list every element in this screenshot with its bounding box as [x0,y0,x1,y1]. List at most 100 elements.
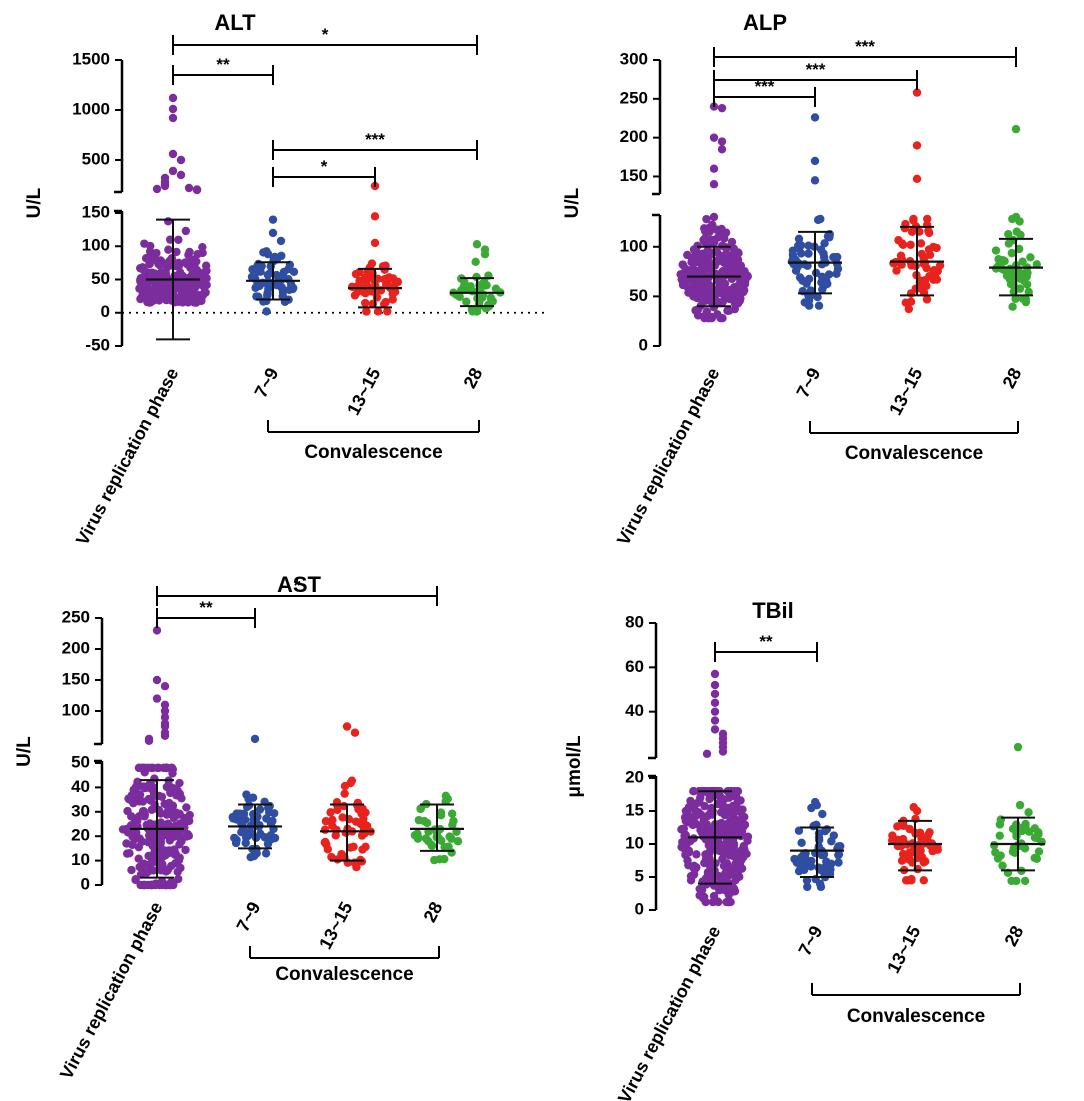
data-point [677,275,686,284]
data-point [352,282,362,291]
data-point [819,253,829,262]
data-point [1004,230,1013,239]
data-point [1011,212,1021,222]
significance-label: * [322,25,329,44]
data-point [1020,876,1030,886]
data-point [897,239,907,248]
y-tick-label: 50 [91,269,110,288]
data-point [716,847,725,856]
data-point [165,836,175,845]
data-point [471,307,481,316]
y-tick-label: 150 [62,669,90,688]
data-point [803,882,812,892]
data-point [362,307,371,316]
data-point [716,314,725,323]
group-label: Convalescence [304,442,442,463]
data-point [152,626,162,635]
data-point [255,805,265,814]
data-point [352,862,361,872]
series-28 [410,791,464,865]
data-point [183,296,193,306]
data-point [172,247,181,257]
data-point [149,866,158,875]
data-point [333,855,342,864]
data-point [822,825,832,834]
data-point [719,795,729,804]
y-tick-label: 150 [620,166,648,185]
x-category-label: Virus replication phase [613,364,723,548]
data-point [925,250,935,260]
significance-bracket: ** [172,55,274,85]
data-point [127,865,136,875]
significance-bracket: * [272,157,376,187]
data-point [742,849,751,859]
data-point [182,803,191,812]
x-category-label: 28 [998,364,1025,391]
significance-bracket: *** [272,130,478,160]
data-point [710,725,720,734]
data-point [248,793,258,802]
series-13-15 [887,803,942,885]
data-point [1012,227,1021,236]
data-point [160,181,170,191]
data-point [176,170,186,180]
data-point [1012,829,1021,838]
data-point [151,290,161,299]
data-point [176,155,186,165]
data-point [998,256,1007,265]
data-point [152,675,162,685]
x-category-label: 13~15 [343,364,384,418]
chart-title: AST [277,572,322,597]
data-point [989,841,999,850]
data-point [737,855,746,865]
data-point [706,808,715,817]
data-point [804,296,814,305]
series-virus-replication-phase [135,93,211,341]
y-tick-label: 10 [71,850,90,869]
chart-panel-alp: ALP 0 50 100 150 200 250 300 U/L *** *** *** Virus r… [562,10,1043,548]
data-point [804,249,813,258]
data-point [128,832,137,842]
data-point [1018,257,1027,266]
data-point [171,808,181,817]
data-point [929,266,939,275]
data-point [168,104,178,114]
data-point [277,251,286,261]
y-tick-label: 40 [71,777,90,796]
data-point [827,837,836,846]
data-point [829,253,838,262]
data-point [181,845,190,855]
data-point [269,254,279,263]
data-point [135,862,144,872]
data-point [272,270,281,280]
data-point [690,281,699,290]
y-tick-label: 200 [620,127,648,146]
chart-title: TBil [752,598,794,623]
data-point [702,214,711,224]
data-point [715,285,724,294]
data-point [912,174,922,183]
data-point [907,227,917,236]
data-point [160,799,169,809]
data-point [827,859,836,869]
data-point [893,822,902,831]
data-point [705,227,714,237]
data-point [143,880,153,890]
y-tick-label: 500 [82,149,110,168]
data-point [912,141,922,150]
data-point [479,281,489,290]
x-category-label: 13~15 [885,364,926,418]
data-point [736,796,745,805]
y-tick-label: 15 [625,800,644,819]
data-point [155,261,165,270]
data-point [727,237,737,247]
data-point [1011,294,1020,303]
data-point [725,886,735,896]
data-point [412,831,421,840]
data-point [810,113,820,122]
data-point [679,261,688,270]
data-point [1026,253,1035,262]
data-point [708,897,718,907]
data-point [264,808,274,817]
